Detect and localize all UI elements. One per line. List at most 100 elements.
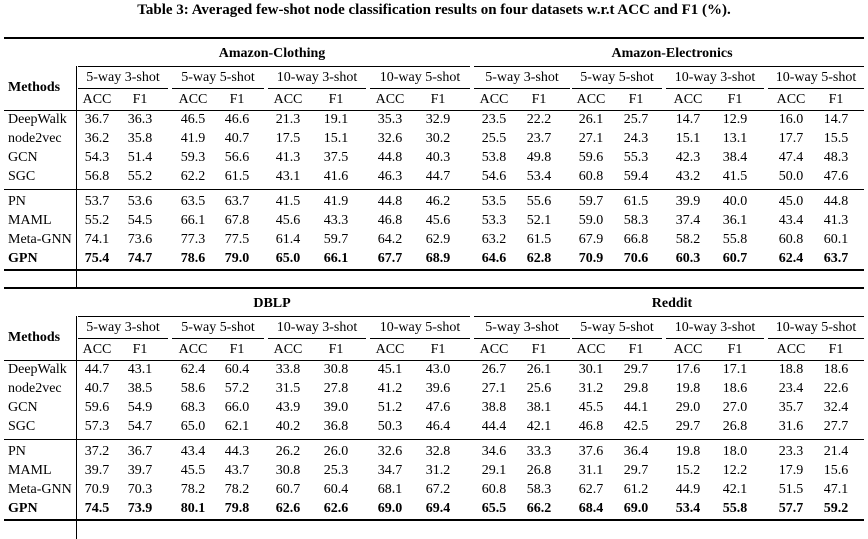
table-cell: 27.7 [823,419,849,434]
table-cell: 39.7 [84,463,110,478]
table-cell: 33.3 [526,444,552,459]
metric-header-f1: F1 [828,342,844,357]
table-cell: 50.0 [778,169,804,184]
metric-header-f1: F1 [727,342,743,357]
table-cell: 31.2 [578,381,604,396]
table-cell: 65.0 [275,251,301,266]
metric-header-acc: ACC [576,92,606,107]
method-name: GCN [8,150,38,165]
table-cell: 38.5 [127,381,153,396]
table-cell: 53.4 [526,169,552,184]
table-cell: 80.1 [180,501,206,516]
metric-header-acc: ACC [375,92,405,107]
table-cell: 45.5 [578,400,604,415]
metric-header-f1: F1 [229,92,245,107]
table-cell: 17.7 [778,131,804,146]
table-cell: 15.5 [823,131,849,146]
table-cell: 29.7 [675,419,701,434]
table-cell: 40.3 [425,150,451,165]
table-cell: 53.7 [84,194,110,209]
setting-header: 10-way 3-shot [674,320,756,335]
setting-underline [666,338,764,339]
method-name: Meta-GNN [8,232,72,247]
table-cell: 68.9 [425,251,451,266]
table-cell: 24.3 [623,131,649,146]
table-cell: 46.8 [377,213,403,228]
table-cell: 23.7 [526,131,552,146]
table-cell: 17.5 [275,131,301,146]
table-cell: 51.4 [127,150,153,165]
table-cell: 32.6 [377,444,403,459]
metric-header-f1: F1 [727,92,743,107]
table-cell: 62.2 [180,169,206,184]
table-cell: 55.8 [722,501,748,516]
table-cell: 44.8 [823,194,849,209]
table-cell: 45.0 [778,194,804,209]
table-cell: 15.6 [823,463,849,478]
table-cell: 45.5 [180,463,206,478]
table-cell: 19.1 [323,112,349,127]
table-cell: 46.3 [377,169,403,184]
table-cell: 44.8 [377,194,403,209]
dataset-underline [474,316,864,317]
table-cell: 37.4 [675,213,701,228]
table-cell: 66.1 [180,213,206,228]
table-cell: 34.7 [377,463,403,478]
metric-header-f1: F1 [430,92,446,107]
setting-underline [172,338,264,339]
table-cell: 29.7 [623,463,649,478]
table-cell: 44.7 [84,362,110,377]
table-cell: 46.6 [224,112,250,127]
method-name: SGC [8,169,36,184]
table-cell: 68.4 [578,501,604,516]
setting-header: 5-way 5-shot [580,320,654,335]
table-cell: 51.5 [778,482,804,497]
table-cell: 40.2 [275,419,301,434]
table-cell: 74.7 [127,251,153,266]
table-cell: 29.7 [623,362,649,377]
dataset-underline [78,66,470,67]
table-cell: 77.5 [224,232,250,247]
table-cell: 18.6 [722,381,748,396]
table-cell: 36.7 [127,444,153,459]
table-cell: 60.7 [275,482,301,497]
table-cell: 15.1 [675,131,701,146]
table-cell: 29.1 [481,463,507,478]
method-name: MAML [8,213,52,228]
table-cell: 56.6 [224,150,250,165]
metric-header-acc: ACC [673,92,703,107]
table-cell: 57.3 [84,419,110,434]
method-name: Meta-GNN [8,482,72,497]
setting-underline [78,88,168,89]
table-cell: 55.2 [127,169,153,184]
method-name: DeepWalk [8,362,67,377]
method-name: node2vec [8,381,62,396]
table-cell: 67.9 [578,232,604,247]
metric-header-f1: F1 [531,92,547,107]
table-cell: 29.8 [623,381,649,396]
setting-header: 5-way 5-shot [181,70,255,85]
table-cell: 26.0 [323,444,349,459]
setting-underline [768,88,864,89]
table-cell: 31.1 [578,463,604,478]
metric-header-acc: ACC [479,342,509,357]
table-cell: 42.5 [623,419,649,434]
table-cell: 36.4 [623,444,649,459]
table-cell: 55.2 [84,213,110,228]
table-cell: 54.7 [127,419,153,434]
table-cell: 43.4 [180,444,206,459]
table-cell: 53.8 [481,150,507,165]
table-cell: 35.3 [377,112,403,127]
table-cell: 31.6 [778,419,804,434]
table-cell: 31.2 [425,463,451,478]
table-cell: 70.9 [578,251,604,266]
table-cell: 59.4 [623,169,649,184]
group-rule [4,189,864,190]
table-cell: 58.3 [526,482,552,497]
table-cell: 63.7 [823,251,849,266]
methods-header: Methods [8,80,61,95]
top-rule [4,287,864,289]
table-cell: 53.4 [675,501,701,516]
table-cell: 54.6 [481,169,507,184]
table-cell: 15.2 [675,463,701,478]
